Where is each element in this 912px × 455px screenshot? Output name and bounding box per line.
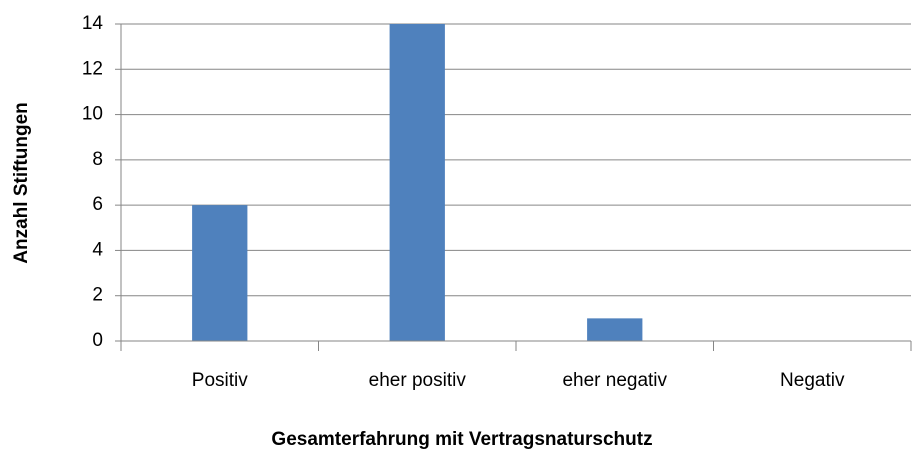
- x-tick-label: eher positiv: [369, 370, 467, 391]
- x-axis-label: Gesamterfahrung mit Vertragsnaturschutz: [271, 429, 652, 450]
- y-tick-label: 4: [92, 239, 103, 260]
- y-tick-label: 8: [92, 149, 103, 170]
- y-tick-label: 2: [92, 285, 103, 306]
- x-tick-label: Negativ: [780, 370, 845, 391]
- y-tick-label: 10: [82, 104, 103, 125]
- bar: [389, 24, 445, 341]
- y-tick-label: 14: [82, 13, 104, 34]
- bar: [192, 205, 248, 341]
- bar: [587, 318, 643, 341]
- y-axis-label: Anzahl Stiftungen: [11, 102, 32, 263]
- x-tick-label: eher negativ: [562, 370, 667, 391]
- y-tick-label: 12: [82, 58, 103, 79]
- y-tick-label: 6: [92, 194, 103, 215]
- y-tick-label: 0: [92, 330, 103, 351]
- x-tick-label: Positiv: [192, 370, 248, 391]
